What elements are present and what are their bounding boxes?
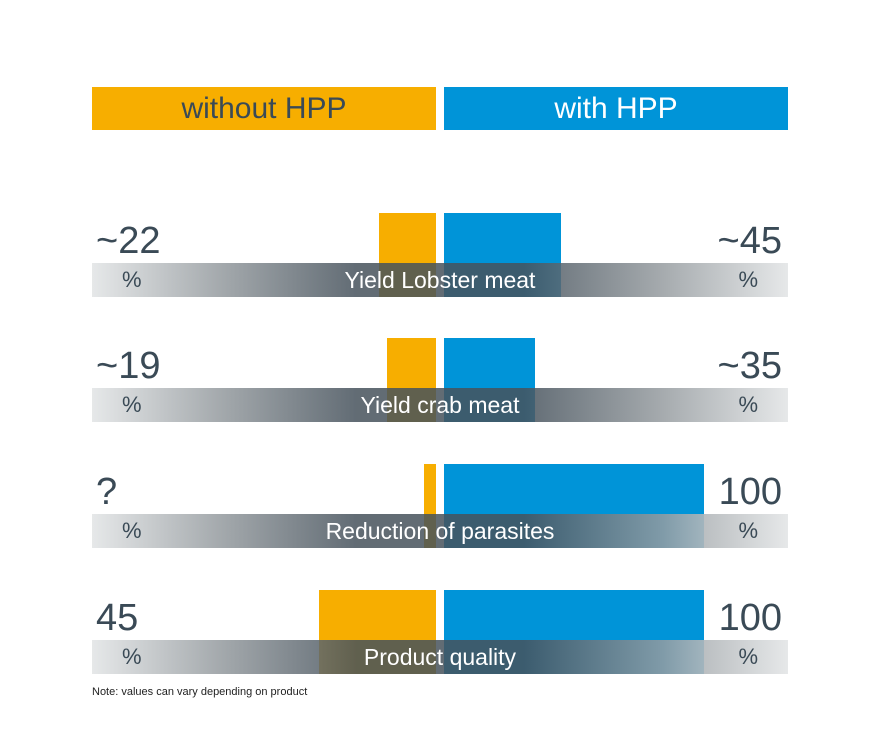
header-without-hpp: without HPP: [92, 87, 436, 130]
metric-strip: [92, 388, 788, 422]
unit-label-left: %: [122, 267, 142, 292]
value-with-hpp: ~45: [717, 220, 782, 262]
metric-label: Yield Lobster meat: [344, 267, 536, 293]
value-with-hpp: 100: [718, 471, 782, 513]
chart-row: Yield Lobster meat ~22 ~45%%: [0, 213, 880, 303]
value-without-hpp: 45: [96, 597, 139, 639]
unit-label-right: %: [738, 267, 758, 292]
metric-strip: [92, 640, 788, 674]
chart-row: Product quality 45 100%%: [0, 590, 880, 680]
metric-strip: [92, 514, 788, 548]
chart-row: Reduction of parasites? 100%%: [0, 464, 880, 554]
value-without-hpp: ~22: [96, 220, 161, 262]
unit-label-left: %: [122, 392, 142, 417]
metric-strip: [92, 263, 788, 297]
unit-label-right: %: [738, 392, 758, 417]
unit-label-right: %: [738, 518, 758, 543]
value-without-hpp: ?: [96, 471, 118, 513]
value-with-hpp: 100: [718, 597, 782, 639]
value-with-hpp: ~35: [717, 345, 782, 387]
metric-label: Yield crab meat: [360, 392, 520, 418]
unit-label-left: %: [122, 644, 142, 669]
footnote: Note: values can vary depending on produ…: [92, 686, 308, 698]
metric-label: Reduction of parasites: [325, 518, 555, 544]
unit-label-left: %: [122, 518, 142, 543]
chart-row: Yield crab meat ~19 ~35%%: [0, 338, 880, 428]
unit-label-right: %: [738, 644, 758, 669]
metric-label: Product quality: [363, 644, 517, 670]
header-with-hpp: with HPP: [444, 87, 788, 130]
value-without-hpp: ~19: [96, 345, 161, 387]
